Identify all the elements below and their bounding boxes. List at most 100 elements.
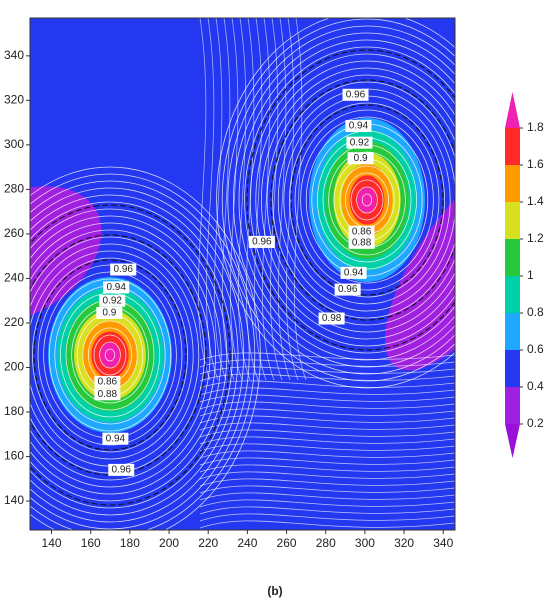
contour-line: [290, 104, 444, 296]
y-tick-label: 340: [4, 48, 24, 62]
streamline: [104, 348, 116, 362]
streamline: [233, 32, 455, 368]
colorbar-tick-label: 1.6: [527, 157, 544, 171]
colorbar-cap: [505, 92, 520, 128]
y-tick-label: 260: [4, 226, 24, 240]
contour-label-bg: [346, 136, 373, 149]
streamline: [272, 81, 455, 319]
x-tick-label: 340: [433, 536, 453, 550]
streamline: [199, 422, 455, 431]
contour-label-bg: [96, 306, 123, 319]
contour-label: 0.88: [98, 389, 118, 400]
colorbar-cap: [505, 424, 520, 458]
caption: (b): [267, 584, 282, 598]
contour-label: 0.94: [344, 268, 364, 279]
x-tick-label: 280: [316, 536, 336, 550]
low-region: [384, 149, 455, 371]
streamline: [199, 464, 455, 473]
streamline: [277, 18, 291, 381]
colorbar-band: [505, 239, 520, 276]
colorbar-tick-label: 0.2: [527, 416, 544, 430]
streamline: [199, 520, 455, 529]
contour-label: 0.94: [106, 433, 126, 444]
contour-label-bg: [342, 88, 369, 101]
streamline: [285, 18, 299, 381]
contour-label-bg: [102, 432, 129, 445]
streamline: [30, 208, 228, 502]
colorbar-tick-label: 1.2: [527, 231, 544, 245]
streamline: [199, 366, 455, 375]
vortex-fill: [357, 186, 377, 214]
streamline: [253, 18, 267, 381]
contour-label-bg: [99, 294, 126, 307]
y-tick-label: 160: [4, 449, 24, 463]
streamline: [93, 334, 127, 376]
contour-label-bg: [108, 463, 135, 476]
streamline: [199, 436, 455, 445]
streamline: [30, 194, 239, 516]
colorbar-tick-label: 1.8: [527, 120, 544, 134]
plot-area: 0.960.940.920.90.860.880.940.960.980.960…: [30, 18, 455, 530]
streamline: [199, 492, 455, 501]
x-tick-label: 200: [159, 536, 179, 550]
y-tick-label: 180: [4, 404, 24, 418]
streamline: [199, 499, 455, 508]
streamline: [48, 278, 172, 432]
streamline: [30, 166, 261, 530]
colorbar-band: [505, 202, 520, 239]
streamline: [199, 429, 455, 438]
contour-line: [246, 49, 455, 351]
contour-label-bg: [103, 281, 130, 294]
streamline: [30, 222, 216, 488]
streamline: [199, 457, 455, 466]
streamline: [261, 18, 275, 381]
streamline: [199, 387, 455, 396]
streamline: [199, 478, 455, 487]
streamline: [300, 116, 434, 284]
y-tick-label: 220: [4, 315, 24, 329]
contour-label-bg: [348, 225, 375, 238]
contour-line: [33, 259, 187, 451]
contour-label: 0.92: [103, 295, 123, 306]
x-tick-label: 300: [355, 536, 375, 550]
contour-label: 0.94: [106, 282, 126, 293]
contour-label: 0.94: [349, 121, 369, 132]
streamline: [199, 450, 455, 459]
streamline: [199, 443, 455, 452]
contour-label: 0.96: [112, 465, 132, 476]
streamline: [205, 18, 219, 381]
streamline: [199, 506, 455, 515]
contour-label: 0.86: [352, 226, 372, 237]
streamline: [37, 264, 183, 446]
streamline: [32, 257, 188, 453]
x-tick-label: 320: [394, 536, 414, 550]
contour-label: 0.92: [350, 137, 370, 148]
contour-label-bg: [334, 283, 361, 296]
streamline: [199, 359, 455, 368]
streamline: [356, 186, 378, 214]
colorbar-tick-label: 0.4: [527, 379, 544, 393]
streamline: [261, 67, 455, 333]
colorbar-band: [505, 313, 520, 350]
streamline: [361, 193, 373, 207]
contour-label-bg: [94, 375, 121, 388]
streamline: [197, 18, 211, 381]
streamline: [237, 18, 251, 381]
streamline: [244, 46, 455, 354]
contour-line: [30, 234, 207, 476]
contour-label: 0.9: [354, 153, 368, 164]
colorbar-band: [505, 128, 520, 165]
streamline: [255, 60, 455, 340]
y-tick-label: 280: [4, 182, 24, 196]
contour-line: [30, 204, 231, 506]
streamline: [199, 471, 455, 480]
contour-label-bg: [94, 388, 121, 401]
contour-label: 0.88: [352, 237, 372, 248]
streamline: [199, 380, 455, 389]
streamline: [293, 18, 307, 381]
streamline: [227, 25, 455, 375]
contour-label-bg: [345, 119, 372, 132]
contour-label-bg: [340, 266, 367, 279]
y-tick-label: 320: [4, 93, 24, 107]
